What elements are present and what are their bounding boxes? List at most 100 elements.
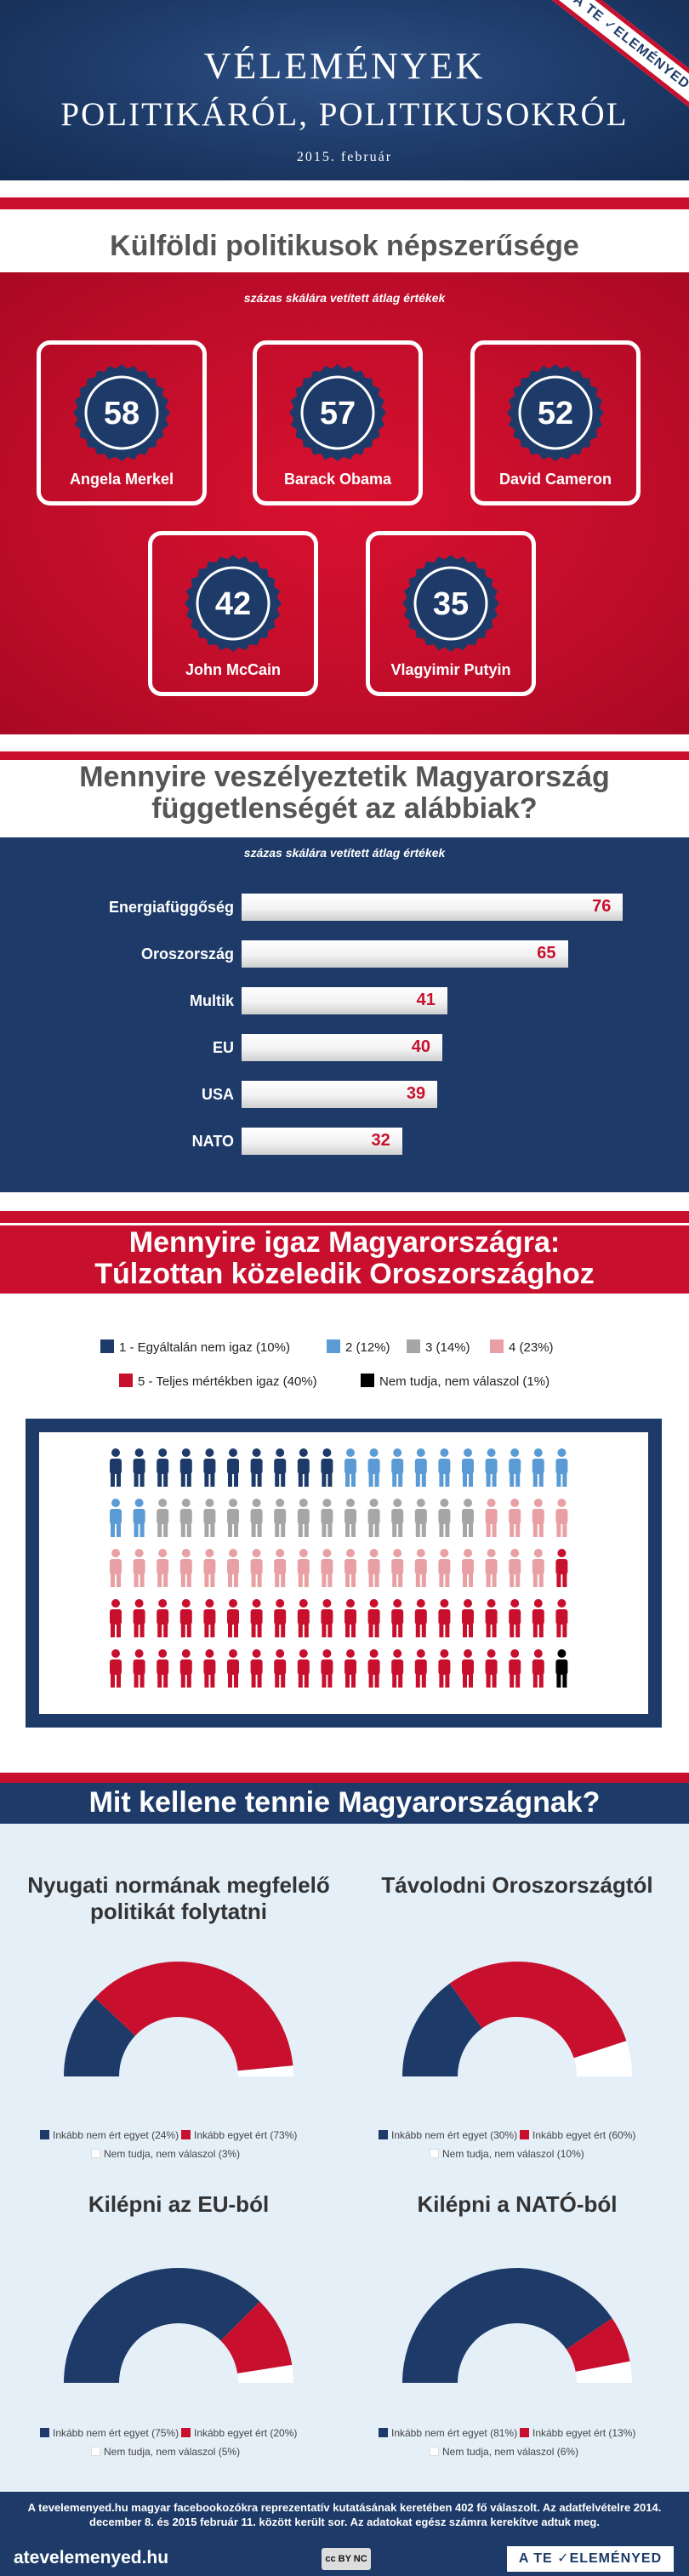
person-icon bbox=[274, 1448, 287, 1487]
legend-label: Inkább nem ért egyet (81%) bbox=[391, 2427, 518, 2439]
person-icon bbox=[133, 1448, 145, 1487]
section2-title-line1: Mennyire veszélyeztetik Magyarország bbox=[79, 761, 610, 793]
person-icon bbox=[532, 1599, 544, 1637]
legend-label: Nem tudja, nem válaszol (6%) bbox=[442, 2446, 579, 2458]
person-icon bbox=[367, 1448, 380, 1487]
person-icon bbox=[203, 1649, 216, 1688]
person-icon bbox=[532, 1649, 544, 1688]
person-icon bbox=[391, 1549, 404, 1587]
person-icon bbox=[367, 1599, 380, 1637]
person-icon bbox=[110, 1599, 122, 1637]
legend-swatch bbox=[430, 2149, 439, 2158]
score-badge: 35 bbox=[402, 555, 499, 652]
legend-swatch bbox=[91, 2447, 100, 2456]
section3-title: Mennyire igaz Magyarországra: Túlzottan … bbox=[0, 1227, 689, 1290]
person-icon bbox=[462, 1599, 474, 1637]
legend-label: Nem tudja, nem válaszol (5%) bbox=[104, 2446, 241, 2458]
bar-label: EU bbox=[212, 1039, 234, 1056]
question-title-line1: Kilépni az EU-ból bbox=[88, 2191, 270, 2217]
person-icon bbox=[297, 1599, 310, 1637]
person-icon bbox=[555, 1448, 568, 1487]
person-icon bbox=[133, 1549, 145, 1587]
question-title: Nyugati normának megfelelő politikát foly… bbox=[9, 1872, 349, 1925]
legend-label: Inkább nem ért egyet (75%) bbox=[53, 2427, 179, 2439]
person-icon bbox=[203, 1599, 216, 1637]
semi-donut-chart bbox=[64, 1962, 293, 2076]
person-icon bbox=[250, 1549, 263, 1587]
donut-legend-item: Nem tudja, nem válaszol (6%) bbox=[430, 2446, 578, 2458]
donut-legend-item: Nem tudja, nem válaszol (3%) bbox=[91, 2148, 240, 2160]
legend-swatch bbox=[100, 1339, 114, 1353]
person-icon bbox=[110, 1649, 122, 1688]
person-icon bbox=[485, 1448, 498, 1487]
legend-label: Nem tudja, nem válaszol (3%) bbox=[104, 2148, 241, 2160]
section1-note: százas skálára vetített átlag értékek bbox=[243, 291, 446, 305]
legend-label: 5 - Teljes mértékben igaz (40%) bbox=[138, 1374, 317, 1389]
footer-note: A tevelemenyed.hu magyar facebookozókra … bbox=[27, 2501, 662, 2528]
bar-value: 40 bbox=[411, 1037, 430, 1056]
legend-label: 4 (23%) bbox=[509, 1340, 554, 1355]
person-icon bbox=[344, 1549, 356, 1587]
pictogram-frame bbox=[26, 1419, 662, 1728]
person-icon bbox=[250, 1649, 263, 1688]
person-icon bbox=[321, 1649, 333, 1688]
person-icon bbox=[179, 1448, 192, 1487]
person-icon bbox=[297, 1499, 310, 1537]
person-icon bbox=[438, 1499, 451, 1537]
person-icon bbox=[462, 1549, 474, 1587]
legend-item: Nem tudja, nem válaszol (1%) bbox=[361, 1374, 549, 1389]
person-icon bbox=[157, 1499, 169, 1537]
person-icon bbox=[438, 1599, 451, 1637]
legend-swatch bbox=[379, 2130, 388, 2139]
semi-donut-chart bbox=[64, 2268, 293, 2383]
bar-label: Energiafüggőség bbox=[108, 899, 234, 916]
person-icon bbox=[157, 1549, 169, 1587]
header: Vélemények politikáról, politikusokról 2… bbox=[0, 0, 689, 180]
score-value: 58 bbox=[104, 396, 140, 431]
person-icon bbox=[203, 1499, 216, 1537]
semi-donut-chart bbox=[402, 2268, 632, 2383]
stripe-red bbox=[0, 751, 689, 760]
politician-name: David Cameron bbox=[498, 471, 612, 488]
bar: 41 bbox=[242, 987, 447, 1014]
politician-card: 52 David Cameron bbox=[470, 340, 641, 505]
politician-name: Barack Obama bbox=[283, 471, 392, 488]
bar: 65 bbox=[242, 940, 568, 968]
section2-title-line2: függetlenségét az alábbiak? bbox=[151, 792, 538, 825]
legend-label: Nem tudja, nem válaszol (10%) bbox=[442, 2148, 584, 2160]
bar: 40 bbox=[242, 1034, 442, 1061]
score-value: 57 bbox=[320, 396, 356, 431]
question-title-line2: politikát folytatni bbox=[90, 1899, 267, 1924]
politician-card: 57 Barack Obama bbox=[253, 340, 423, 505]
person-icon bbox=[297, 1649, 310, 1688]
question-title-line1: Távolodni Oroszországtól bbox=[381, 1872, 653, 1898]
legend-label: Inkább egyet ért (60%) bbox=[532, 2129, 636, 2141]
legend-swatch bbox=[379, 2428, 388, 2437]
person-icon bbox=[157, 1649, 169, 1688]
header-title-line2: politikáról, politikusokról bbox=[60, 96, 629, 133]
person-icon bbox=[133, 1499, 145, 1537]
stripe-white bbox=[0, 734, 689, 751]
politician-name: John McCain bbox=[185, 661, 281, 678]
person-icon bbox=[532, 1549, 544, 1587]
footer-site-link[interactable]: atevelemenyed.hu bbox=[14, 2548, 169, 2567]
person-icon bbox=[485, 1549, 498, 1587]
bar: 76 bbox=[242, 894, 624, 921]
question-title: Kilépni a NATÓ-ból bbox=[347, 2191, 687, 2218]
person-icon bbox=[227, 1549, 239, 1587]
person-icon bbox=[532, 1499, 544, 1537]
person-icon bbox=[367, 1499, 380, 1537]
person-icon bbox=[250, 1448, 263, 1487]
person-icon bbox=[509, 1649, 521, 1688]
person-icon bbox=[414, 1549, 427, 1587]
bar-value: 76 bbox=[592, 897, 612, 916]
person-icon bbox=[157, 1599, 169, 1637]
legend-swatch bbox=[91, 2149, 100, 2158]
donut-legend-item: Inkább nem ért egyet (81%) bbox=[379, 2427, 517, 2439]
person-icon bbox=[438, 1549, 451, 1587]
person-icon bbox=[555, 1649, 568, 1688]
section3-title-line1: Mennyire igaz Magyarországra: bbox=[128, 1226, 561, 1259]
bar-value: 65 bbox=[537, 944, 556, 962]
person-icon bbox=[274, 1649, 287, 1688]
legend-swatch bbox=[181, 2130, 191, 2139]
